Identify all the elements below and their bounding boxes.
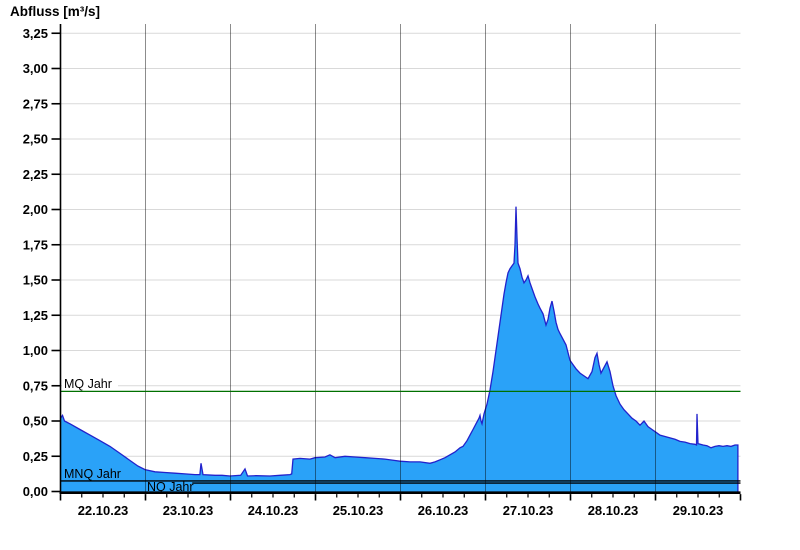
y-axis-label: 1,75 [23, 237, 48, 252]
y-axis-label: 1,50 [23, 273, 48, 288]
y-axis-label: 0,50 [23, 414, 48, 429]
nq-label: NQ Jahr [147, 480, 194, 494]
y-axis-label: 2,50 [23, 132, 48, 147]
discharge-area [60, 206, 738, 492]
y-axis-label: 2,00 [23, 202, 48, 217]
x-axis-label: 25.10.23 [333, 503, 384, 518]
x-axis-label: 22.10.23 [78, 503, 129, 518]
mq-label-bg [62, 377, 118, 391]
x-axis-label: 26.10.23 [418, 503, 469, 518]
mnq-label: MNQ Jahr [64, 467, 121, 481]
x-axis-label: 28.10.23 [588, 503, 639, 518]
x-axis-label: 27.10.23 [503, 503, 554, 518]
y-axis-label: 2,75 [23, 96, 48, 111]
chart-title: Abfluss [m³/s] [10, 4, 101, 19]
y-axis-label: 0,75 [23, 378, 48, 393]
discharge-line [59, 206, 739, 492]
y-axis-label: 1,00 [23, 343, 48, 358]
y-axis-label: 3,25 [23, 26, 48, 41]
y-axis-label: 0,00 [23, 484, 48, 499]
x-axis-label: 23.10.23 [163, 503, 214, 518]
x-axis-label: 24.10.23 [248, 503, 299, 518]
y-axis-label: 0,25 [23, 449, 48, 464]
y-axis-label: 3,00 [23, 61, 48, 76]
y-axis-label: 2,25 [23, 167, 48, 182]
y-axis-label: 1,25 [23, 308, 48, 323]
x-axis-label: 29.10.23 [673, 503, 724, 518]
mq-label: MQ Jahr [64, 377, 112, 391]
